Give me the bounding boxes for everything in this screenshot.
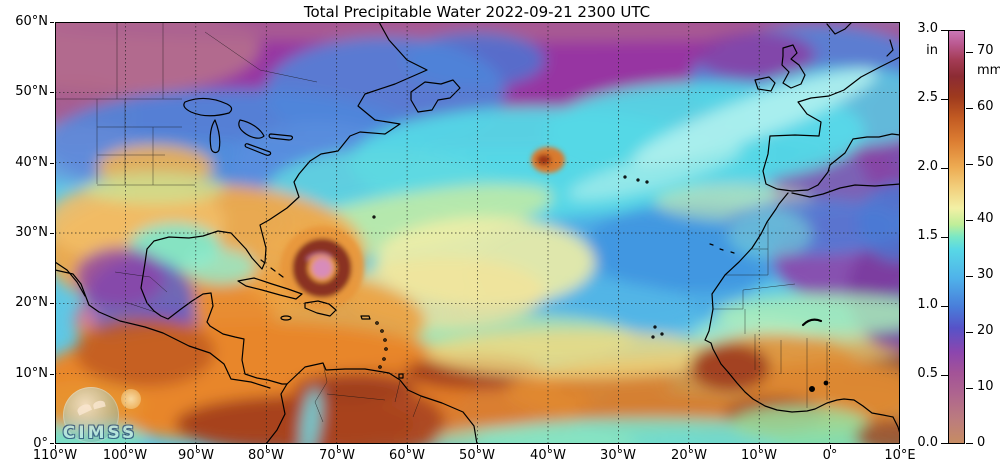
- x-tick-label: 30°W: [600, 448, 636, 463]
- globe-icon: [63, 387, 119, 443]
- colorbar-tick-mm: [966, 164, 973, 165]
- cimss-logo: CIMSS: [57, 387, 143, 443]
- colorbar-in-label: 2.0: [917, 159, 938, 174]
- colorbar-mm-label: 70: [977, 43, 994, 58]
- y-tick-mark: [50, 163, 54, 164]
- colorbar-in-label: 1.0: [917, 297, 938, 312]
- y-tick-mark: [50, 233, 54, 234]
- y-tick-label: 0°: [33, 436, 48, 451]
- colorbar-mm-label: 60: [977, 99, 994, 114]
- x-tick-mark: [477, 445, 478, 449]
- y-tick-mark: [50, 22, 54, 23]
- colorbar-mm-label: 40: [977, 211, 994, 226]
- political-borders: [55, 22, 828, 423]
- colorbar-gradient: [948, 30, 965, 444]
- colorbar-tick-mm: [966, 388, 973, 389]
- y-tick-mark: [50, 443, 54, 444]
- x-tick-mark: [830, 445, 831, 449]
- x-tick-label: 20°W: [671, 448, 707, 463]
- y-tick-label: 10°N: [15, 366, 48, 381]
- colorbar-tick-mm: [966, 332, 973, 333]
- colorbar-tick-mm: [966, 276, 973, 277]
- y-tick-label: 20°N: [15, 295, 48, 310]
- x-tick-mark: [618, 445, 619, 449]
- x-tick-mark: [55, 445, 56, 449]
- coastlines: [55, 22, 900, 444]
- cimss-logo-text: CIMSS: [62, 423, 138, 443]
- grid-lines: [55, 22, 900, 444]
- y-tick-label: 30°N: [15, 225, 48, 240]
- colorbar-in-label: 1.5: [917, 228, 938, 243]
- map-frame: [55, 22, 900, 444]
- hurricane-swirl: [280, 226, 364, 310]
- colorbar-tick-in: [941, 375, 948, 376]
- x-tick-mark: [196, 445, 197, 449]
- y-tick-mark: [50, 303, 54, 304]
- colorbar-in-label: 0.0: [917, 435, 938, 450]
- x-tick-label: 10°W: [741, 448, 777, 463]
- x-tick-label: 70°W: [319, 448, 355, 463]
- colorbar-unit-mm: mm: [977, 63, 1000, 78]
- x-tick-mark: [125, 445, 126, 449]
- x-tick-mark: [899, 445, 900, 449]
- colorbar-tick-in: [941, 99, 948, 100]
- satellite-dish-icon: [75, 402, 93, 416]
- colorbar-mm-label: 30: [977, 267, 994, 282]
- colorbar-unit-in: in: [926, 43, 938, 58]
- y-tick-label: 60°N: [15, 14, 48, 29]
- x-tick-label: 50°W: [459, 448, 495, 463]
- colorbar-mm-label: 20: [977, 323, 994, 338]
- x-tick-label: 80°W: [248, 448, 284, 463]
- x-tick-label: 110°W: [32, 448, 78, 463]
- x-tick-mark: [548, 445, 549, 449]
- colorbar-in-label: 0.5: [917, 366, 938, 381]
- colorbar-tick-in: [941, 30, 948, 31]
- x-tick-label: 10°E: [884, 448, 916, 463]
- colorbar-mm-label: 50: [977, 155, 994, 170]
- x-tick-mark: [266, 445, 267, 449]
- x-tick-label: 0°: [822, 448, 838, 463]
- colorbar-tick-mm: [966, 52, 973, 53]
- y-tick-mark: [50, 92, 54, 93]
- colorbar-tick-mm: [966, 443, 973, 444]
- colorbar-mm-label: 0: [977, 435, 986, 450]
- x-tick-label: 90°W: [178, 448, 214, 463]
- satellite-dish-icon: [92, 399, 106, 410]
- figure-title: Total Precipitable Water 2022-09-21 2300…: [303, 3, 651, 21]
- y-tick-mark: [50, 374, 54, 375]
- x-tick-mark: [337, 445, 338, 449]
- tpw-color-field: [55, 22, 900, 444]
- tpw-map: [55, 22, 900, 444]
- colorbar-tick-in: [941, 237, 948, 238]
- sun-icon: [121, 389, 141, 409]
- x-tick-mark: [759, 445, 760, 449]
- colorbar-tick-in: [941, 443, 948, 444]
- x-tick-label: 100°W: [102, 448, 148, 463]
- colorbar-tick-mm: [966, 108, 973, 109]
- colorbar-tick-in: [941, 306, 948, 307]
- y-tick-label: 40°N: [15, 155, 48, 170]
- colorbar-tick-in: [941, 168, 948, 169]
- colorbar-tick-mm: [966, 220, 973, 221]
- colorbar-in-label: 2.5: [917, 90, 938, 105]
- x-tick-label: 40°W: [530, 448, 566, 463]
- colorbar-in-label: 3.0: [917, 21, 938, 36]
- x-tick-mark: [689, 445, 690, 449]
- colorbar-mm-label: 10: [977, 379, 994, 394]
- x-tick-mark: [407, 445, 408, 449]
- x-tick-label: 60°W: [389, 448, 425, 463]
- y-tick-label: 50°N: [15, 84, 48, 99]
